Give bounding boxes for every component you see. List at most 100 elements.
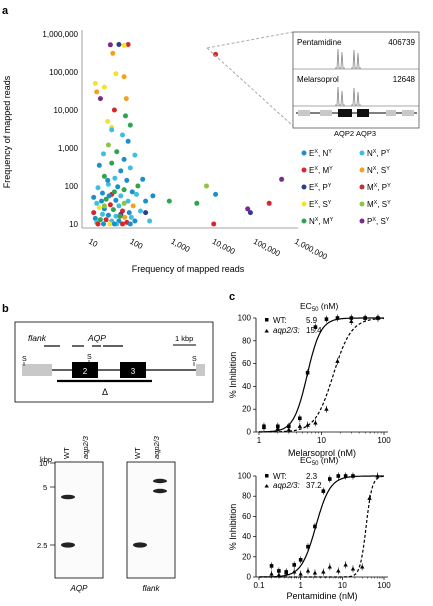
ec50-title-text: EC (300, 301, 312, 311)
lane-label-aqp23-1: aqp2/3 (81, 435, 90, 459)
mutant-data-point (269, 571, 274, 576)
locus-schematic: flank AQP 1 kbp 2 3 S S S Δ (14, 321, 214, 403)
legend-swatch (359, 150, 365, 156)
wt-data-point (313, 325, 318, 329)
mutant-data-point (276, 572, 282, 577)
data-point (143, 198, 149, 204)
data-point (125, 42, 131, 47)
schematic-frame (14, 321, 214, 403)
data-point (116, 203, 122, 209)
y-tick-label: 40 (242, 382, 251, 391)
data-point (94, 200, 100, 206)
band-flank-aqp23-upper (153, 478, 167, 484)
flank-gene-right (196, 364, 205, 376)
wt-data-point (292, 563, 297, 567)
data-point (118, 168, 124, 174)
data-point (117, 213, 123, 219)
wt-data-point (351, 474, 355, 478)
data-point (121, 200, 127, 206)
data-point (124, 177, 130, 183)
wt-data-point (277, 569, 281, 573)
data-point (100, 190, 105, 196)
data-point (92, 80, 98, 86)
data-point (121, 156, 127, 162)
aqp-probe-label: AQP (87, 333, 106, 343)
x-tick-label: 1 (257, 436, 262, 445)
kb-tick-5: 5 (43, 483, 47, 492)
data-point (99, 198, 104, 204)
legend-swatch (359, 201, 365, 207)
legend-mut-ec50-bottom: 37.2 (306, 481, 322, 490)
wt-data-point (298, 558, 303, 562)
data-point (95, 185, 101, 191)
mutant-data-point (350, 566, 356, 571)
bottom-axis-ticks: 100 80 60 40 20 00.1 1 10 100 (238, 472, 392, 591)
coverage-peak-top-1 (335, 48, 345, 69)
data-point (121, 42, 127, 48)
data-point (247, 210, 253, 216)
exon-aqp3 (120, 362, 146, 378)
wt-data-point (298, 416, 302, 421)
data-point (111, 189, 117, 195)
legend-label: EX, PY (309, 183, 332, 192)
data-point (103, 217, 109, 223)
data-point (103, 196, 109, 202)
legend-wt-ec50-bottom: 2.3 (306, 472, 318, 481)
legend-swatch (301, 184, 307, 190)
mutant-data-point (312, 570, 318, 575)
legend-swatch (301, 150, 307, 156)
data-point (96, 205, 102, 211)
data-point (118, 193, 124, 199)
inset-bottom-value: 12648 (393, 75, 416, 84)
y-tick-label: 60 (242, 512, 251, 521)
data-point (113, 197, 119, 203)
data-point (101, 221, 106, 227)
coverage-peak-bottom-1 (335, 86, 345, 106)
data-point (91, 210, 97, 216)
x-tick-label: 100 (128, 237, 144, 251)
data-point (101, 203, 107, 209)
mutant-data-point (362, 315, 368, 320)
y-tick-label: 10,000 (54, 106, 79, 115)
scale-bar-label: 1 kbp (175, 334, 193, 343)
ec50-subscript: 50 (312, 461, 319, 467)
locus-gene-grey-3 (386, 110, 396, 116)
mutant-data-point (367, 495, 372, 500)
blot-flank (126, 461, 176, 579)
data-point (92, 215, 98, 221)
mutant-data-point (313, 420, 318, 425)
data-point (147, 218, 153, 224)
legend-mut-marker-top (264, 329, 269, 333)
inset-frame (292, 31, 420, 129)
lane-label-wt-2: WT (133, 447, 142, 459)
legend-swatch (359, 218, 365, 224)
data-point (213, 191, 219, 197)
ec50-unit: (nM) (319, 301, 339, 311)
inset-top-value: 406739 (388, 38, 415, 47)
deletion-label: Δ (102, 387, 108, 397)
data-point (110, 50, 116, 56)
y-tick-label: 0 (247, 428, 252, 437)
data-point (114, 149, 120, 155)
data-point (211, 221, 217, 227)
lane-label-wt-1: WT (62, 447, 71, 459)
x-tick-label: 1,000,000 (293, 237, 329, 262)
x-tick-label: 1 (298, 581, 303, 590)
gene-label-aqp3: AQP3 (356, 129, 376, 138)
y-tick-label: 100 (238, 472, 252, 481)
mutant-data-point (297, 424, 303, 428)
data-point (123, 113, 128, 119)
mutant-data-point (324, 406, 329, 411)
mutant-data-point (292, 569, 297, 574)
data-point (143, 210, 149, 216)
wt-data-point (335, 316, 340, 320)
y-tick-label: 20 (242, 405, 251, 414)
y-tick-label: 40 (242, 532, 251, 541)
data-point (121, 187, 127, 193)
mutant-data-point (305, 568, 311, 573)
data-point (97, 217, 103, 223)
mutant-data-point (305, 422, 310, 427)
locus-gene-grey-4 (402, 110, 414, 116)
flank-label: flank (28, 333, 47, 343)
legend-mut-label-top: aqp2/3: (273, 326, 300, 335)
